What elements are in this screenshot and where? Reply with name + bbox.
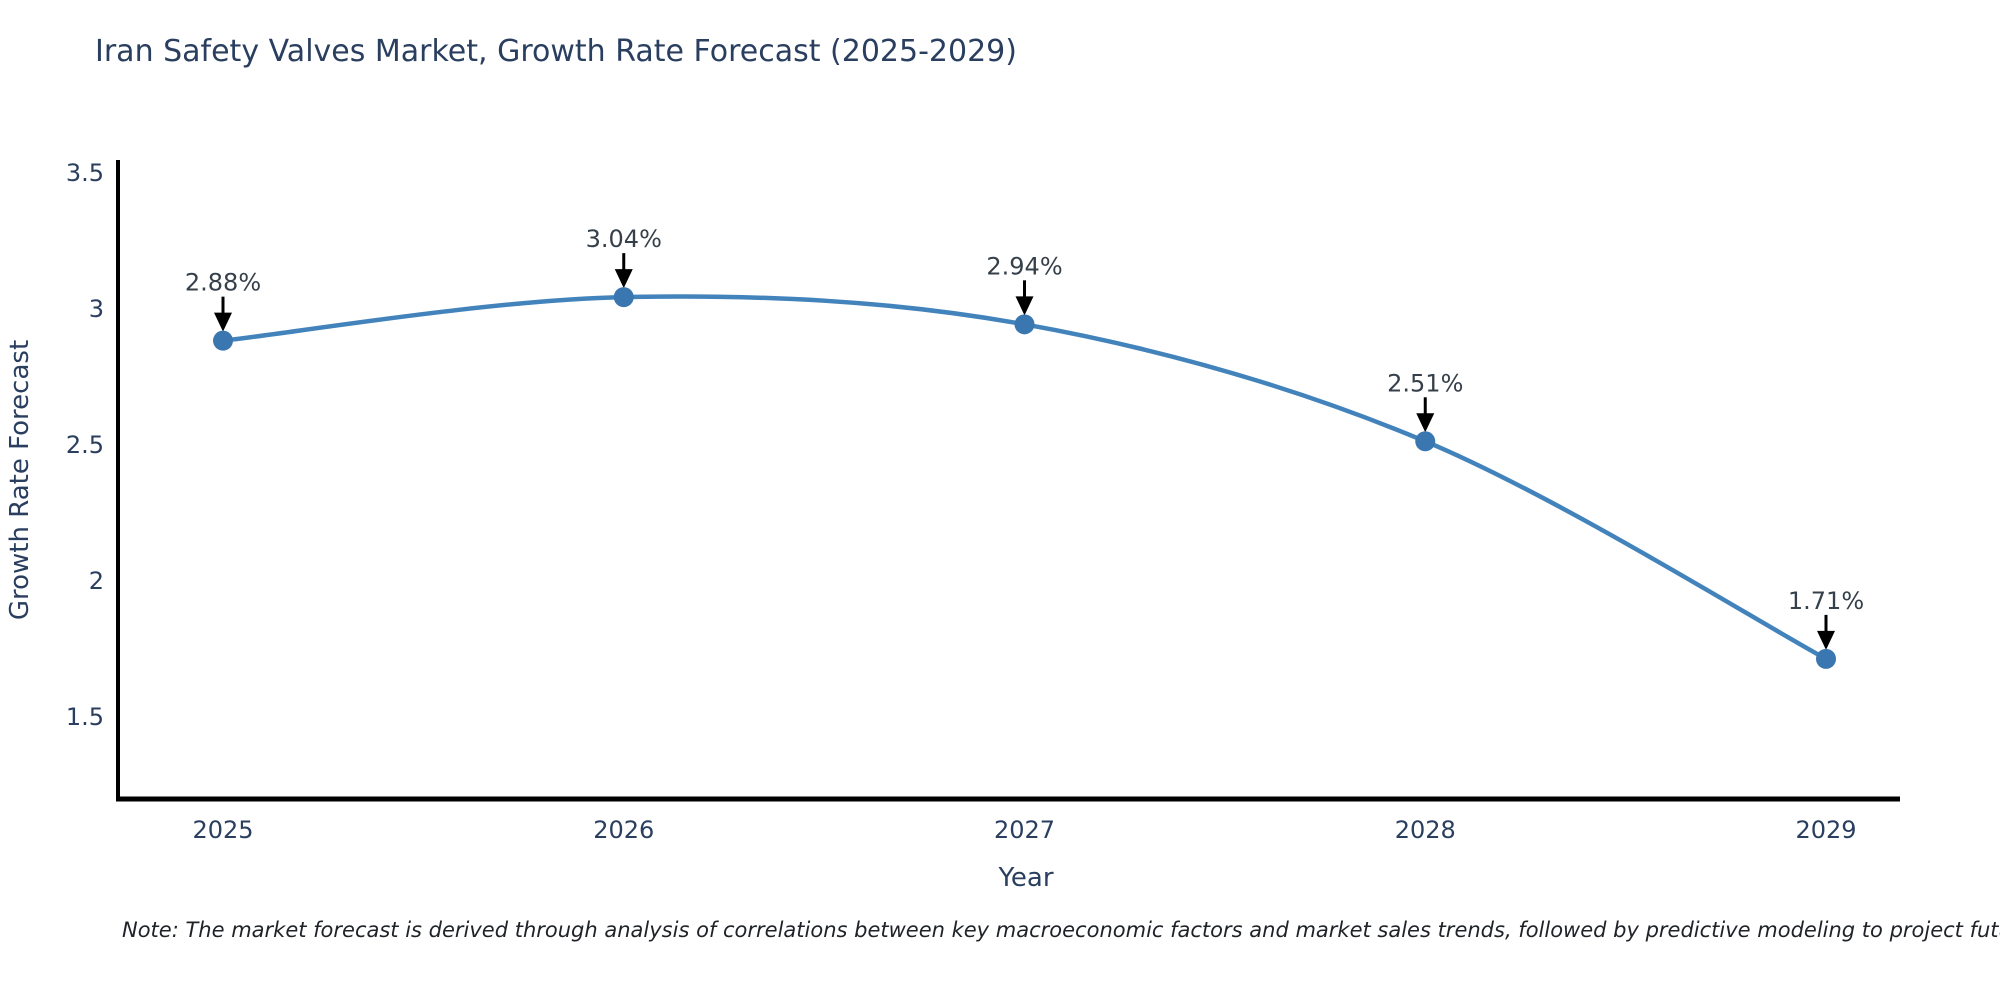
data-point-2027[interactable] — [1014, 314, 1035, 335]
annotation-arrow-head-icon — [214, 312, 232, 332]
data-point-2026[interactable] — [613, 287, 634, 308]
x-tick-label: 2029 — [1795, 816, 1856, 844]
point-annotation-label: 3.04% — [586, 225, 662, 253]
point-annotation-label: 2.51% — [1387, 369, 1463, 397]
annotation-arrow-head-icon — [614, 269, 633, 289]
y-tick-label: 3.5 — [66, 159, 104, 187]
point-annotation-label: 2.88% — [185, 269, 261, 297]
point-annotation-label: 1.71% — [1788, 587, 1864, 615]
footnote-text: Note: The market forecast is derived thr… — [122, 918, 2000, 942]
y-tick-label: 3 — [89, 295, 104, 323]
annotation-arrow-head-icon — [1817, 630, 1835, 650]
x-tick-label: 2027 — [994, 816, 1055, 844]
data-point-2025[interactable] — [213, 330, 233, 351]
trend-line — [220, 294, 1829, 662]
data-point-2028[interactable] — [1415, 431, 1436, 452]
y-tick-label: 2.5 — [66, 431, 104, 459]
y-axis-title: Growth Rate Forecast — [5, 340, 35, 620]
data-point-2029[interactable] — [1816, 648, 1836, 669]
x-tick-label: 2025 — [192, 816, 253, 844]
y-tick-label: 2 — [89, 567, 104, 595]
x-tick-label: 2026 — [593, 816, 654, 844]
chart-title: Iran Safety Valves Market, Growth Rate F… — [95, 34, 1017, 69]
y-tick-label: 1.5 — [66, 703, 104, 731]
x-tick-label: 2028 — [1395, 816, 1456, 844]
x-axis-title: Year — [997, 863, 1053, 893]
point-annotation-label: 2.94% — [986, 252, 1062, 280]
annotation-arrow-head-icon — [1015, 296, 1034, 316]
annotation-arrow-head-icon — [1416, 413, 1435, 433]
